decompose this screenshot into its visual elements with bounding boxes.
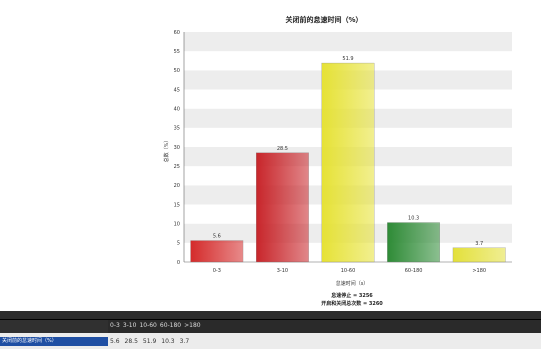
bars: 5.6 28.5 51.9 10.3 3.7 (190, 56, 506, 263)
y-tick-label: 20 (174, 183, 180, 189)
chart-title: 关闭前的怠速时间（%） (285, 15, 362, 24)
bar-chart: 关闭前的怠速时间（%） 0 5 10 15 20 25 30 35 40 45 50 55 60 5.6… (163, 15, 512, 307)
x-tick-label: 60-180 (405, 268, 423, 274)
y-tick-label: 60 (174, 30, 180, 36)
bar-4 (452, 247, 506, 263)
x-tick-label: 0-3 (213, 268, 221, 274)
bar-value-label: 51.9 (342, 56, 353, 62)
table-header-cell: 10-60 (139, 322, 157, 329)
bar-value-label: 28.5 (277, 146, 288, 152)
grid-band (184, 32, 512, 52)
y-tick-label: 30 (174, 145, 180, 151)
y-tick-label: 40 (174, 106, 180, 112)
table-header-cells: 0-3 3-10 10-60 60-180 >180 (110, 322, 201, 331)
summary-line-1: 怠速停止 = 3256 (331, 292, 373, 299)
y-axis-label: 总数（%） (163, 138, 170, 163)
bar-value-label: 5.6 (213, 234, 221, 240)
y-tick-label: 50 (174, 68, 180, 74)
table-row: 关闭前的怠速时间（%） 5.6 28.5 51.9 10.3 3.7 (0, 333, 541, 349)
x-tick-label: 10-60 (341, 268, 356, 274)
table-cell: 5.6 (110, 338, 120, 345)
table-header-cell: 60-180 (159, 322, 182, 329)
bar-2 (321, 62, 375, 263)
table-top-bar (0, 311, 541, 319)
summary-line-2: 开启和关闭总次数 = 3260 (321, 300, 383, 307)
y-tick-label: 0 (177, 260, 180, 266)
table-cell: 3.7 (179, 338, 190, 345)
table-header-cell: >180 (184, 322, 201, 329)
table-header-cell: 3-10 (122, 322, 137, 329)
data-table: 0-3 3-10 10-60 60-180 >180 关闭前的怠速时间（%） 5.6 28… (0, 311, 541, 349)
table-header-label (0, 320, 108, 333)
table-cell: 51.9 (142, 338, 157, 345)
y-tick-label: 15 (174, 202, 180, 208)
y-axis: 0 5 10 15 20 25 30 35 40 45 50 55 60 (174, 30, 180, 266)
table-row-label: 关闭前的怠速时间（%） (0, 337, 108, 346)
table-cell: 10.3 (161, 338, 175, 345)
y-tick-label: 45 (174, 87, 180, 93)
x-axis-label: 怠速时间（s） (336, 280, 369, 287)
bar-1 (256, 152, 309, 263)
bar-value-label: 3.7 (475, 241, 483, 247)
bar-3 (387, 222, 440, 263)
table-header: 0-3 3-10 10-60 60-180 >180 (0, 319, 541, 334)
bar-0 (190, 240, 244, 263)
table-row-values: 5.6 28.5 51.9 10.3 3.7 (110, 338, 189, 345)
grid-band (184, 51, 512, 71)
y-tick-label: 35 (174, 126, 180, 132)
x-tick-label: >180 (472, 268, 486, 274)
table-cell: 28.5 (124, 338, 138, 345)
y-tick-label: 25 (174, 164, 180, 170)
y-tick-label: 5 (177, 241, 180, 247)
y-tick-label: 55 (174, 49, 180, 55)
x-axis: 0-3 3-10 10-60 60-180 >180 (213, 268, 486, 274)
bar-value-label: 10.3 (408, 216, 419, 222)
table-header-cell: 0-3 (110, 322, 120, 329)
x-tick-label: 3-10 (277, 268, 288, 274)
y-tick-label: 10 (174, 221, 180, 227)
